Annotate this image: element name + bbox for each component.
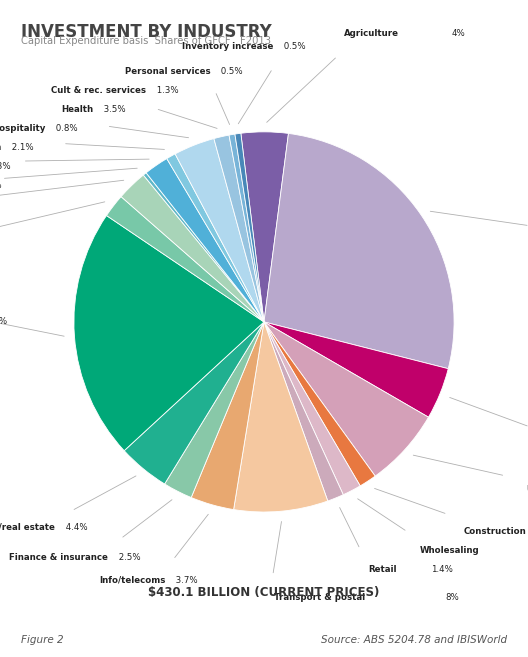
Wedge shape (191, 322, 264, 510)
Wedge shape (264, 322, 360, 495)
Text: 0.8%: 0.8% (53, 124, 78, 133)
Text: Cult & rec. services: Cult & rec. services (51, 85, 146, 95)
Text: Health: Health (61, 104, 93, 114)
Text: Source: ABS 5204.78 and IBISWorld: Source: ABS 5204.78 and IBISWorld (320, 635, 507, 645)
Wedge shape (165, 322, 264, 497)
Wedge shape (264, 133, 454, 369)
Wedge shape (264, 322, 375, 486)
Text: Education: Education (0, 143, 2, 152)
Text: 0.5%: 0.5% (219, 66, 243, 76)
Text: 2.1%: 2.1% (10, 143, 34, 152)
Text: Wholesaling: Wholesaling (420, 545, 479, 555)
Wedge shape (264, 322, 448, 417)
Text: $430.1 BILLION (CURRENT PRICES): $430.1 BILLION (CURRENT PRICES) (148, 586, 380, 599)
Wedge shape (241, 132, 288, 322)
Text: Construction: Construction (464, 526, 526, 535)
Wedge shape (229, 134, 264, 322)
Text: 21.3%: 21.3% (0, 317, 7, 327)
Text: 0.3%: 0.3% (0, 162, 11, 171)
Wedge shape (121, 175, 264, 322)
Text: Info/telecoms: Info/telecoms (99, 576, 165, 585)
Wedge shape (167, 154, 264, 322)
Text: Agriculture: Agriculture (344, 28, 399, 37)
Wedge shape (264, 322, 343, 501)
Text: 4.4%: 4.4% (62, 523, 87, 532)
Text: Rental/real estate: Rental/real estate (0, 523, 55, 532)
Text: 0.5%: 0.5% (281, 42, 306, 51)
Wedge shape (264, 322, 429, 476)
Text: Transport & postal: Transport & postal (274, 593, 365, 602)
Text: Figure 2: Figure 2 (21, 635, 64, 645)
Wedge shape (74, 215, 264, 451)
Text: Personal services: Personal services (125, 66, 211, 76)
Wedge shape (235, 133, 264, 322)
Text: 4%: 4% (452, 28, 466, 37)
Text: 3.7%: 3.7% (173, 576, 197, 585)
Wedge shape (175, 139, 264, 322)
Text: 2.5%: 2.5% (116, 553, 140, 562)
Wedge shape (143, 173, 264, 322)
Text: 1.3%: 1.3% (154, 85, 178, 95)
Text: Hospitality: Hospitality (0, 124, 45, 133)
Wedge shape (233, 322, 328, 512)
Text: Finance & insurance: Finance & insurance (10, 553, 108, 562)
Text: Inventory increase: Inventory increase (182, 42, 274, 51)
Wedge shape (146, 158, 264, 322)
Wedge shape (214, 135, 264, 322)
Text: INVESTMENT BY INDUSTRY: INVESTMENT BY INDUSTRY (21, 23, 272, 41)
Text: Capital Expenditure basis  Shares of GFCF   F2013: Capital Expenditure basis Shares of GFCF… (21, 36, 271, 46)
Text: 8%: 8% (445, 593, 459, 602)
Text: 2.6%: 2.6% (0, 181, 2, 190)
Text: 3.5%: 3.5% (100, 104, 125, 114)
Text: Retail: Retail (369, 564, 397, 574)
Wedge shape (107, 196, 264, 322)
Wedge shape (124, 322, 264, 484)
Text: 1.4%: 1.4% (431, 564, 453, 574)
Text: Utilities: Utilities (526, 485, 528, 493)
